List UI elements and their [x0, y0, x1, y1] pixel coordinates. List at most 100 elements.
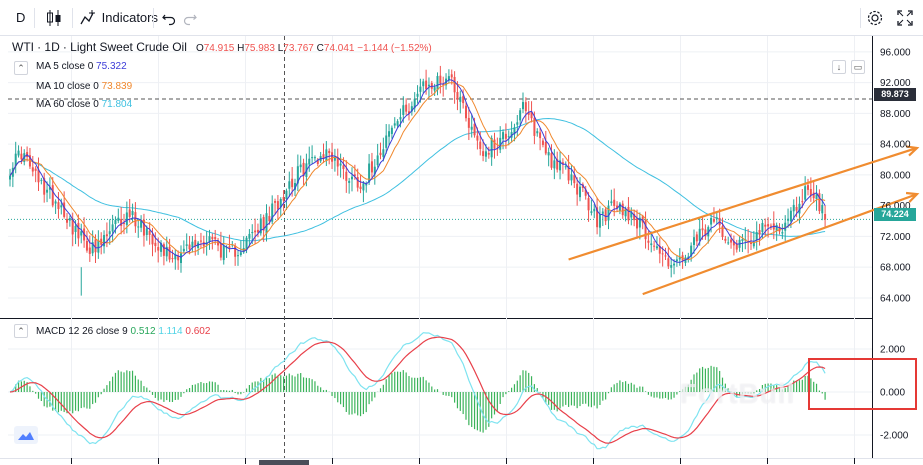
candle	[274, 198, 277, 215]
candle-body	[787, 218, 790, 221]
indicators-button[interactable]: Indicators	[80, 8, 158, 28]
candle	[758, 223, 761, 246]
candle-body	[750, 242, 752, 245]
candle	[388, 124, 391, 146]
price-tick-label: 80.000	[880, 170, 911, 181]
candle	[824, 205, 827, 228]
candle-body	[313, 157, 316, 159]
candle-body	[148, 230, 151, 235]
candle	[547, 147, 550, 167]
candle	[755, 221, 758, 251]
candlestick-icon[interactable]	[44, 8, 64, 28]
redo-icon[interactable]	[182, 8, 198, 28]
candle-body	[237, 255, 239, 257]
macd-signal-line	[9, 336, 826, 444]
candle	[311, 145, 314, 165]
candle-body	[559, 160, 562, 171]
candle-body	[60, 205, 63, 208]
candle-body	[368, 163, 371, 183]
candle	[456, 81, 459, 111]
candle-body	[217, 241, 220, 246]
candle	[191, 236, 194, 253]
candle	[48, 177, 51, 199]
trend-channel[interactable]	[568, 145, 920, 296]
candle-body	[214, 236, 217, 240]
candle	[410, 101, 413, 116]
candle-body	[712, 218, 715, 222]
ma5-path	[9, 79, 826, 263]
candle	[351, 167, 353, 192]
candle-body	[316, 159, 319, 164]
candle	[322, 143, 325, 164]
candle-body	[667, 258, 670, 267]
candle-body	[607, 205, 610, 221]
candle	[422, 78, 425, 93]
candle	[767, 217, 770, 238]
candle	[396, 119, 399, 128]
candle	[66, 213, 68, 230]
ma60-value: 71.804	[101, 99, 133, 110]
candle-body	[798, 203, 801, 214]
candle-body	[732, 241, 735, 246]
collapse-macd-chevron-icon[interactable]: ⌃	[14, 324, 28, 338]
macd-line-value: 1.114	[158, 326, 183, 337]
candle	[276, 195, 279, 220]
candle-body	[51, 185, 54, 206]
interval-button[interactable]: D	[16, 10, 26, 25]
candle-body	[408, 111, 410, 114]
candle-body	[248, 233, 251, 239]
candle-body	[259, 218, 262, 234]
scroll-down-arrow-icon[interactable]: ↓	[832, 60, 846, 74]
candle	[208, 229, 211, 250]
candle	[325, 141, 328, 166]
candle	[202, 235, 205, 254]
maximize-pane-icon[interactable]: ▭	[851, 60, 865, 74]
candle-body	[630, 211, 633, 218]
candle	[123, 213, 125, 235]
candle-body	[57, 202, 60, 210]
candle-body	[547, 152, 550, 156]
undo-icon[interactable]	[161, 8, 177, 28]
candle-body	[77, 222, 80, 239]
candle-body	[285, 190, 288, 200]
candle-body	[453, 76, 456, 93]
candle	[88, 235, 91, 262]
candle	[228, 234, 231, 253]
candle	[693, 229, 695, 255]
legend-dot: ·	[37, 40, 45, 54]
open-value: 74.915	[203, 43, 235, 54]
candle-body	[433, 87, 436, 91]
candle	[282, 190, 285, 212]
candle	[177, 250, 180, 270]
candle	[675, 255, 678, 267]
low-value: 73.767	[283, 43, 314, 54]
candle-body	[308, 158, 311, 165]
settings-gear-icon[interactable]	[866, 8, 884, 28]
candle-body	[812, 192, 815, 199]
fullscreen-icon[interactable]	[896, 8, 914, 28]
tradingview-logo-icon[interactable]	[14, 426, 38, 444]
candle	[408, 103, 410, 121]
candle	[390, 125, 393, 139]
candle-body	[673, 263, 676, 266]
candle	[9, 168, 11, 187]
ma5-legend: MA 5 close 0 75.322	[36, 60, 127, 74]
candle	[194, 233, 197, 256]
candle-body	[493, 139, 496, 149]
candle-body	[596, 207, 599, 228]
candle	[37, 157, 40, 191]
candle	[217, 237, 220, 252]
candle	[416, 85, 419, 104]
candle	[174, 249, 177, 270]
candle-body	[462, 96, 465, 104]
candle-body	[556, 159, 559, 170]
ma10-legend: MA 10 close 0 73.839	[36, 80, 132, 94]
candle	[604, 206, 607, 226]
collapse-legend-chevron-icon[interactable]: ⌃	[14, 61, 28, 75]
candle	[573, 166, 576, 188]
candle	[185, 233, 188, 252]
macd-hist-value: 0.512	[130, 326, 156, 337]
price-axis[interactable]: 64.000 68.000 72.000 76.000 80.000 84.000 88.0…	[71, 47, 912, 465]
candle-body	[37, 169, 40, 183]
